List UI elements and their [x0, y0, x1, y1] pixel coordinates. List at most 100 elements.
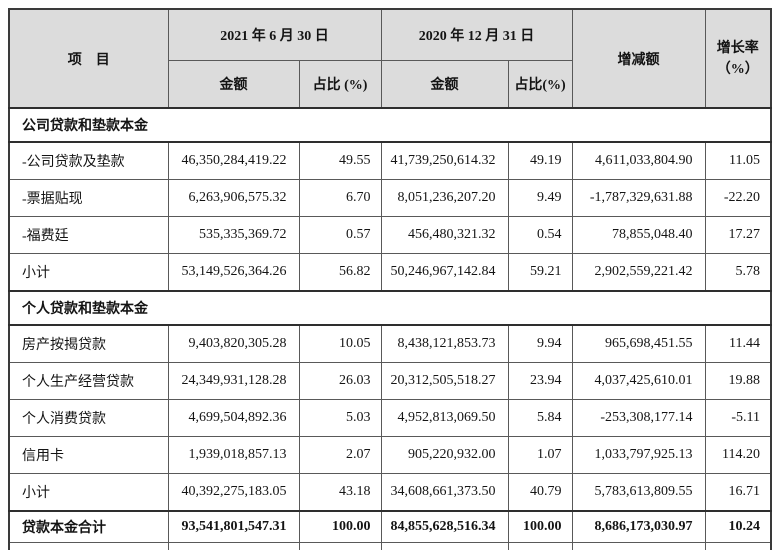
pct-2021-cell: 100.00: [298, 510, 382, 543]
item-label-cell: 信用卡: [8, 436, 169, 474]
header-pct-2020: 占比(%): [507, 60, 573, 109]
pct-2020-cell: 0.54: [507, 216, 573, 254]
growth-rate-cell: 114.20: [704, 436, 772, 474]
growth-rate-cell: 17.27: [704, 216, 772, 254]
header-amount-2021: 金额: [167, 60, 300, 109]
growth-rate-cell: 10.24: [704, 510, 772, 543]
empty-cell: [571, 542, 706, 550]
change-cell: 1,033,797,925.13: [571, 436, 706, 474]
empty-cell: [298, 542, 382, 550]
change-cell: 965,698,451.55: [571, 324, 706, 363]
header-date-2020: 2020 年 12 月 31 日: [380, 8, 573, 61]
clipped-row-stub: [8, 542, 772, 550]
total-row: 贷款本金合计 93,541,801,547.31 100.00 84,855,628,…: [8, 510, 772, 543]
amount-2020-cell: 50,246,967,142.84: [380, 253, 509, 292]
growth-rate-cell: 11.05: [704, 141, 772, 180]
pct-2020-cell: 49.19: [507, 141, 573, 180]
amount-2021-cell: 24,349,931,128.28: [167, 362, 300, 400]
growth-rate-cell: 5.78: [704, 253, 772, 292]
section-row: 个人贷款和垫款本金: [8, 290, 772, 326]
pct-2020-cell: 40.79: [507, 473, 573, 512]
pct-2020-cell: 59.21: [507, 253, 573, 292]
item-label-cell: 小计: [8, 473, 169, 512]
header-change: 增减额: [571, 8, 706, 109]
table-row: 个人消费贷款 4,699,504,892.36 5.03 4,952,813,069.…: [8, 399, 772, 437]
pct-2021-cell: 0.57: [298, 216, 382, 254]
pct-2020-cell: 9.49: [507, 179, 573, 217]
empty-cell: [167, 542, 300, 550]
pct-2021-cell: 56.82: [298, 253, 382, 292]
growth-rate-cell: 16.71: [704, 473, 772, 512]
change-cell: 4,037,425,610.01: [571, 362, 706, 400]
table-header: 项 目 2021 年 6 月 30 日 2020 年 12 月 31 日 增减额…: [8, 8, 772, 109]
pct-2021-cell: 49.55: [298, 141, 382, 180]
item-label-cell: 个人生产经营贷款: [8, 362, 169, 400]
pct-2020-cell: 9.94: [507, 324, 573, 363]
growth-rate-cell: 19.88: [704, 362, 772, 400]
table-body: 公司贷款和垫款本金 -公司贷款及垫款 46,350,284,419.22 49.55 4…: [8, 107, 772, 550]
change-cell: 5,783,613,809.55: [571, 473, 706, 512]
section-row: 公司贷款和垫款本金: [8, 107, 772, 143]
amount-2021-cell: 53,149,526,364.26: [167, 253, 300, 292]
table-row: -票据贴现 6,263,906,575.32 6.70 8,051,236,207.2…: [8, 179, 772, 217]
pct-2021-cell: 43.18: [298, 473, 382, 512]
header-row-2: 金额 占比 (%) 金额 占比(%): [9, 60, 771, 109]
header-amount-2020: 金额: [380, 60, 509, 109]
amount-2020-cell: 8,438,121,853.73: [380, 324, 509, 363]
pct-2021-cell: 6.70: [298, 179, 382, 217]
empty-cell: [507, 542, 573, 550]
table-row: -福费廷 535,335,369.72 0.57 456,480,321.32 0.54…: [8, 216, 772, 254]
loan-principal-table: 项 目 2021 年 6 月 30 日 2020 年 12 月 31 日 增减额…: [8, 8, 772, 550]
amount-2020-cell: 41,739,250,614.32: [380, 141, 509, 180]
growth-rate-cell: -5.11: [704, 399, 772, 437]
amount-2021-cell: 93,541,801,547.31: [167, 510, 300, 543]
header-row-1: 项 目 2021 年 6 月 30 日 2020 年 12 月 31 日 增减额…: [8, 8, 772, 109]
pct-2020-cell: 23.94: [507, 362, 573, 400]
change-cell: 2,902,559,221.42: [571, 253, 706, 292]
empty-cell: [380, 542, 509, 550]
pct-2020-cell: 5.84: [507, 399, 573, 437]
table-row: 房产按揭贷款 9,403,820,305.28 10.05 8,438,121,853…: [8, 324, 772, 363]
item-label-cell: -公司贷款及垫款: [8, 141, 169, 180]
item-label-cell: 个人消费贷款: [8, 399, 169, 437]
table-row: -公司贷款及垫款 46,350,284,419.22 49.55 41,739,250…: [8, 141, 772, 180]
amount-2021-cell: 4,699,504,892.36: [167, 399, 300, 437]
amount-2020-cell: 4,952,813,069.50: [380, 399, 509, 437]
empty-cell: [704, 542, 772, 550]
item-label-cell: 小计: [8, 253, 169, 292]
table-row: 个人生产经营贷款 24,349,931,128.28 26.03 20,312,505…: [8, 362, 772, 400]
item-label-cell: 房产按揭贷款: [8, 324, 169, 363]
item-label-cell: 贷款本金合计: [8, 510, 169, 543]
header-item: 项 目: [8, 8, 169, 109]
amount-2020-cell: 456,480,321.32: [380, 216, 509, 254]
amount-2021-cell: 46,350,284,419.22: [167, 141, 300, 180]
item-label-cell: -福费廷: [8, 216, 169, 254]
section-label: 公司贷款和垫款本金: [8, 107, 772, 143]
header-growth-rate: 增长率 （%）: [704, 8, 772, 109]
growth-rate-cell: 11.44: [704, 324, 772, 363]
amount-2020-cell: 84,855,628,516.34: [380, 510, 509, 543]
change-cell: 8,686,173,030.97: [571, 510, 706, 543]
pct-2021-cell: 10.05: [298, 324, 382, 363]
amount-2020-cell: 8,051,236,207.20: [380, 179, 509, 217]
pct-2020-cell: 1.07: [507, 436, 573, 474]
change-cell: 4,611,033,804.90: [571, 141, 706, 180]
amount-2020-cell: 34,608,661,373.50: [380, 473, 509, 512]
table-row: 小计 40,392,275,183.05 43.18 34,608,661,373.5…: [8, 473, 772, 512]
amount-2021-cell: 6,263,906,575.32: [167, 179, 300, 217]
header-date-2021: 2021 年 6 月 30 日: [167, 8, 382, 61]
empty-cell: [8, 542, 169, 550]
item-label-cell: -票据贴现: [8, 179, 169, 217]
change-cell: 78,855,048.40: [571, 216, 706, 254]
amount-2020-cell: 20,312,505,518.27: [380, 362, 509, 400]
section-label: 个人贷款和垫款本金: [8, 290, 772, 326]
pct-2021-cell: 2.07: [298, 436, 382, 474]
amount-2021-cell: 40,392,275,183.05: [167, 473, 300, 512]
change-cell: -1,787,329,631.88: [571, 179, 706, 217]
amount-2021-cell: 1,939,018,857.13: [167, 436, 300, 474]
pct-2020-cell: 100.00: [507, 510, 573, 543]
change-cell: -253,308,177.14: [571, 399, 706, 437]
pct-2021-cell: 5.03: [298, 399, 382, 437]
